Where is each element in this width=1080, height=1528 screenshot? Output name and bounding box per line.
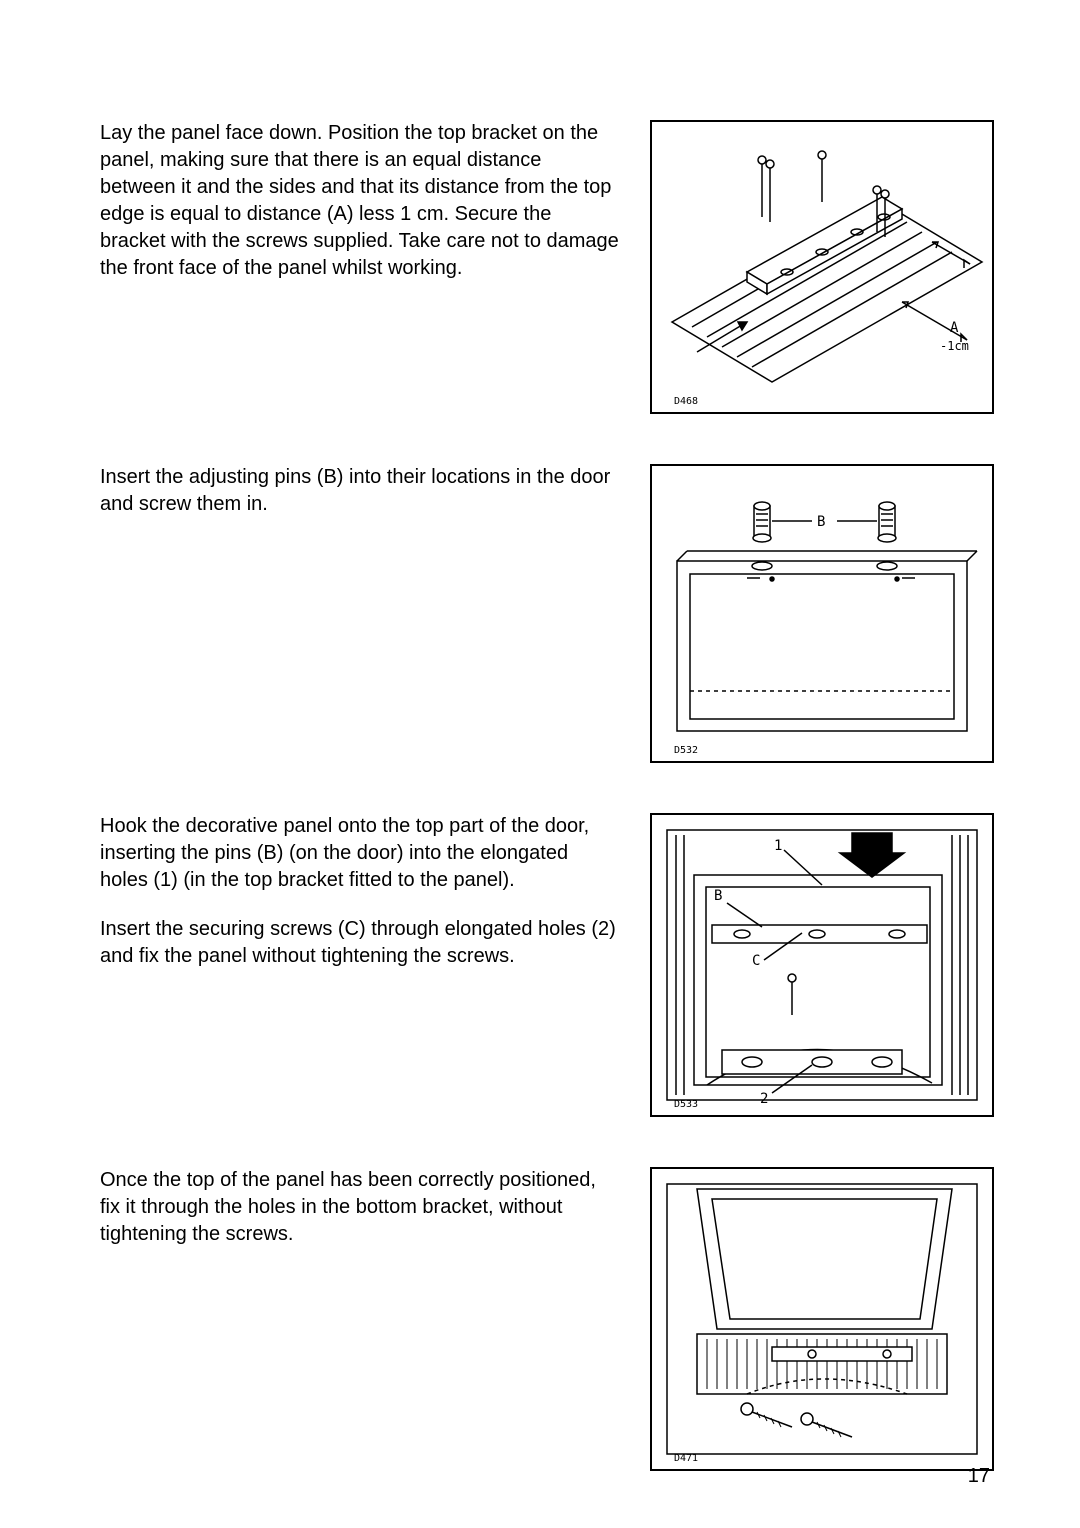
- step-3-figure-col: B C 1 2 D533: [650, 813, 990, 1117]
- fig3-label-b: B: [714, 888, 722, 904]
- fig4-code: D471: [674, 1453, 698, 1464]
- step-2-para-1: Insert the adjusting pins (B) into their…: [100, 464, 620, 518]
- figure-d532: B D532: [650, 464, 994, 763]
- fig3-label-c: C: [752, 953, 760, 969]
- step-3-para-1: Hook the decorative panel onto the top p…: [100, 813, 620, 894]
- step-1-figure-col: A -1cm D468: [650, 120, 990, 414]
- fig1-label-a: A: [950, 320, 959, 336]
- step-3: Hook the decorative panel onto the top p…: [100, 813, 990, 1117]
- step-2-text: Insert the adjusting pins (B) into their…: [100, 464, 650, 540]
- figure-d533: B C 1 2 D533: [650, 813, 994, 1117]
- step-2-figure-col: B D532: [650, 464, 990, 763]
- fig1-code: D468: [674, 396, 698, 407]
- figure-d471: D471: [650, 1167, 994, 1471]
- step-1-para-1: Lay the panel face down. Position the to…: [100, 120, 620, 282]
- fig3-code: D533: [674, 1099, 698, 1110]
- page: Lay the panel face down. Position the to…: [0, 0, 1080, 1528]
- step-4-figure-col: D471: [650, 1167, 990, 1471]
- fig3-label-2: 2: [760, 1091, 768, 1107]
- step-3-para-2: Insert the securing screws (C) through e…: [100, 916, 620, 970]
- step-3-text: Hook the decorative panel onto the top p…: [100, 813, 650, 992]
- fig3-label-1: 1: [774, 838, 782, 854]
- page-number: 17: [968, 1465, 990, 1488]
- step-1: Lay the panel face down. Position the to…: [100, 120, 990, 414]
- fig2-code: D532: [674, 745, 698, 756]
- step-1-text: Lay the panel face down. Position the to…: [100, 120, 650, 304]
- step-4-para-1: Once the top of the panel has been corre…: [100, 1167, 620, 1248]
- step-4-text: Once the top of the panel has been corre…: [100, 1167, 650, 1270]
- step-4: Once the top of the panel has been corre…: [100, 1167, 990, 1471]
- step-2: Insert the adjusting pins (B) into their…: [100, 464, 990, 763]
- fig1-label-minus: -1cm: [940, 339, 969, 353]
- figure-d468: A -1cm D468: [650, 120, 994, 414]
- fig2-label-b: B: [817, 514, 825, 530]
